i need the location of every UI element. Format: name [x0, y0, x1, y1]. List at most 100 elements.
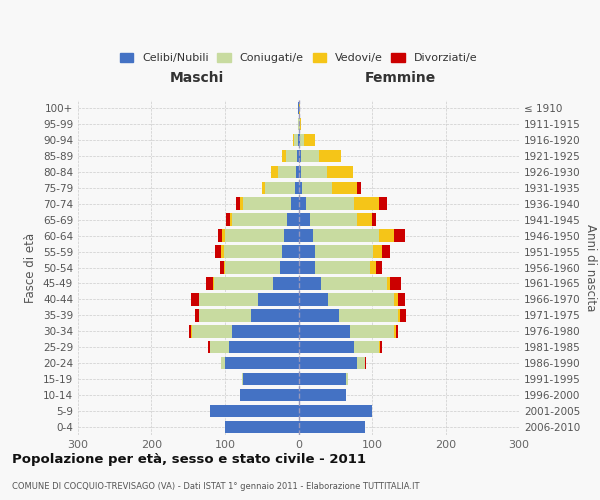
Bar: [299, 214, 310, 226]
Bar: [299, 421, 365, 433]
Bar: [299, 182, 361, 194]
Bar: [271, 166, 299, 178]
Bar: [299, 134, 316, 146]
Bar: [299, 373, 346, 386]
Bar: [236, 198, 299, 210]
Bar: [299, 118, 301, 130]
Bar: [293, 134, 299, 146]
Bar: [299, 389, 346, 402]
Bar: [299, 405, 372, 417]
Bar: [299, 293, 405, 306]
Bar: [224, 262, 299, 274]
Bar: [299, 325, 394, 338]
Bar: [299, 150, 301, 162]
Bar: [299, 198, 387, 210]
Bar: [199, 293, 299, 306]
Bar: [225, 421, 299, 433]
Bar: [299, 341, 379, 353]
Bar: [299, 198, 379, 210]
Bar: [286, 150, 299, 162]
Bar: [262, 182, 299, 194]
Bar: [299, 293, 398, 306]
Bar: [299, 277, 387, 289]
Bar: [299, 134, 304, 146]
Bar: [221, 246, 299, 258]
Bar: [298, 118, 299, 130]
Bar: [299, 182, 332, 194]
Bar: [299, 214, 372, 226]
Bar: [215, 246, 299, 258]
Bar: [299, 357, 365, 370]
Bar: [299, 102, 300, 114]
Bar: [213, 277, 299, 289]
Bar: [283, 246, 299, 258]
Bar: [242, 373, 299, 386]
Bar: [299, 134, 316, 146]
Bar: [299, 405, 372, 417]
Bar: [222, 230, 299, 242]
Bar: [298, 118, 299, 130]
Bar: [294, 134, 299, 146]
Bar: [298, 102, 299, 114]
Bar: [189, 325, 299, 338]
Bar: [299, 389, 346, 402]
Bar: [209, 341, 299, 353]
Bar: [284, 230, 299, 242]
Bar: [240, 389, 299, 402]
Bar: [299, 357, 365, 370]
Bar: [240, 389, 299, 402]
Bar: [299, 118, 301, 130]
Bar: [225, 230, 299, 242]
Bar: [299, 166, 301, 178]
Bar: [208, 341, 299, 353]
Bar: [225, 357, 299, 370]
Bar: [291, 198, 299, 210]
Text: COMUNE DI COCQUIO-TREVISAGO (VA) - Dati ISTAT 1° gennaio 2011 - Elaborazione TUT: COMUNE DI COCQUIO-TREVISAGO (VA) - Dati …: [12, 482, 419, 491]
Bar: [299, 373, 348, 386]
Bar: [287, 214, 299, 226]
Bar: [299, 421, 365, 433]
Bar: [258, 293, 299, 306]
Bar: [226, 214, 299, 226]
Bar: [210, 405, 299, 417]
Bar: [299, 214, 358, 226]
Bar: [299, 150, 319, 162]
Bar: [299, 182, 302, 194]
Bar: [299, 309, 400, 322]
Bar: [299, 309, 398, 322]
Text: Maschi: Maschi: [170, 71, 224, 85]
Bar: [299, 373, 348, 386]
Bar: [229, 341, 299, 353]
Bar: [240, 198, 299, 210]
Bar: [240, 389, 299, 402]
Bar: [299, 198, 353, 210]
Bar: [299, 230, 405, 242]
Bar: [283, 150, 299, 162]
Y-axis label: Fasce di età: Fasce di età: [25, 232, 37, 302]
Bar: [299, 134, 300, 146]
Bar: [221, 357, 299, 370]
Bar: [225, 262, 299, 274]
Bar: [299, 118, 300, 130]
Bar: [299, 102, 300, 114]
Bar: [299, 246, 314, 258]
Bar: [299, 262, 370, 274]
Bar: [299, 389, 346, 402]
Bar: [210, 341, 299, 353]
Bar: [225, 421, 299, 433]
Bar: [299, 150, 341, 162]
Bar: [299, 166, 353, 178]
Bar: [299, 277, 401, 289]
Bar: [298, 102, 299, 114]
Bar: [299, 246, 389, 258]
Bar: [218, 230, 299, 242]
Bar: [293, 134, 299, 146]
Bar: [299, 309, 406, 322]
Bar: [299, 182, 358, 194]
Bar: [297, 150, 299, 162]
Bar: [299, 405, 372, 417]
Legend: Celibi/Nubili, Coniugati/e, Vedovi/e, Divorziati/e: Celibi/Nubili, Coniugati/e, Vedovi/e, Di…: [115, 48, 482, 68]
Bar: [299, 246, 373, 258]
Bar: [299, 214, 376, 226]
Bar: [298, 134, 299, 146]
